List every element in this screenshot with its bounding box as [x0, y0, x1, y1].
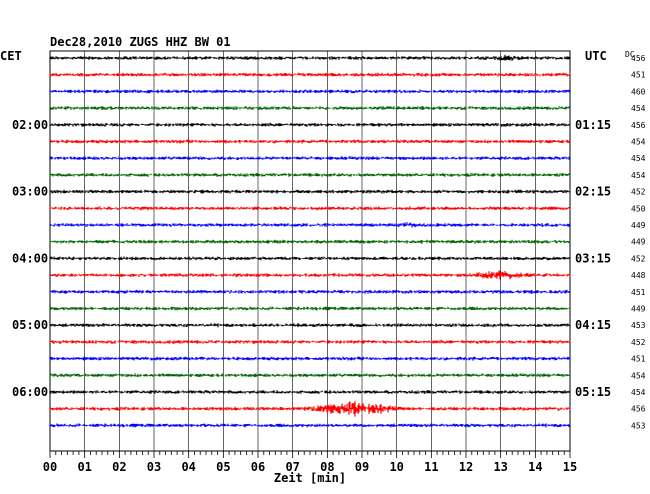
- x-axis: 00 01 02 03 04 05 06 07 08 09 10 11 12 13 14 15: [43, 450, 577, 474]
- dc-value: 449: [631, 305, 646, 314]
- trace-row: [49, 89, 571, 94]
- right-axis-label: UTC: [585, 49, 607, 63]
- dc-value: 452: [631, 188, 646, 197]
- trace-row: [49, 173, 571, 177]
- dc-value: 454: [631, 171, 646, 180]
- dc-value: 460: [631, 87, 646, 96]
- dc-value: 450: [631, 204, 646, 213]
- dc-value: 453: [631, 321, 646, 330]
- trace-row: [49, 106, 571, 111]
- trace-row: [49, 139, 571, 144]
- dc-value: 451: [631, 288, 646, 297]
- cet-hour-label: 03:00: [12, 185, 48, 199]
- trace-row: [49, 306, 571, 311]
- x-tick-label: 11: [424, 460, 438, 474]
- x-tick-label: 10: [389, 460, 403, 474]
- cet-hour-label: 02:00: [12, 118, 48, 132]
- trace-row: [49, 72, 571, 77]
- trace-row: [49, 390, 571, 394]
- traces: [49, 54, 571, 428]
- chart-title: Dec28,2010 ZUGS HHZ BW 01: [50, 35, 231, 49]
- x-tick-label: 12: [459, 460, 473, 474]
- x-tick-label: 04: [181, 460, 195, 474]
- utc-hour-label: 05:15: [575, 385, 611, 399]
- x-tick-label: 03: [147, 460, 161, 474]
- dc-value: 454: [631, 104, 646, 113]
- dc-value: 451: [631, 355, 646, 364]
- dc-value: 448: [631, 271, 646, 280]
- cet-hour-label: 05:00: [12, 318, 48, 332]
- dc-value: 454: [631, 154, 646, 163]
- x-tick-label: 02: [112, 460, 126, 474]
- grid: [49, 50, 571, 452]
- trace-row: [49, 189, 571, 194]
- dc-value: 452: [631, 254, 646, 263]
- x-axis-title: Zeit [min]: [274, 471, 346, 485]
- trace-row: [49, 289, 571, 294]
- dc-value: 453: [631, 421, 646, 430]
- trace-row: [49, 339, 571, 344]
- trace-row: [49, 222, 571, 228]
- dc-value: 451: [631, 71, 646, 80]
- utc-hour-label: 02:15: [575, 185, 611, 199]
- trace-row: [49, 54, 571, 61]
- x-tick-label: 15: [563, 460, 577, 474]
- trace-row: [49, 401, 571, 417]
- x-tick-label: 06: [251, 460, 265, 474]
- dc-value: 454: [631, 388, 646, 397]
- trace-row: [49, 256, 571, 261]
- trace-row: [49, 270, 571, 280]
- x-tick-label: 13: [493, 460, 507, 474]
- dc-value: 452: [631, 338, 646, 347]
- cet-hour-label: 04:00: [12, 251, 48, 265]
- dc-value: 454: [631, 138, 646, 147]
- x-tick-label: 05: [216, 460, 230, 474]
- dc-value: 449: [631, 238, 646, 247]
- left-axis-label: CET: [0, 49, 22, 63]
- x-tick-label: 00: [43, 460, 57, 474]
- dc-value: 449: [631, 221, 646, 230]
- trace-row: [49, 239, 571, 244]
- dc-label: DC: [625, 50, 635, 59]
- x-tick-label: 07: [285, 460, 299, 474]
- dc-value: 456: [631, 121, 646, 130]
- trace-row: [49, 423, 571, 428]
- dc-value: 456: [631, 405, 646, 414]
- cet-hour-label: 06:00: [12, 385, 48, 399]
- trace-row: [49, 356, 571, 361]
- row-labels: 02:00 01:15 03:00 02:15 04:00 03:15 05:00 04:15…: [12, 54, 646, 430]
- utc-hour-label: 01:15: [575, 118, 611, 132]
- trace-row: [49, 373, 571, 378]
- utc-hour-label: 03:15: [575, 251, 611, 265]
- trace-row: [49, 323, 571, 328]
- trace-row: [49, 206, 571, 211]
- x-tick-label: 01: [77, 460, 91, 474]
- trace-row: [49, 156, 571, 160]
- dc-value: 454: [631, 371, 646, 380]
- utc-hour-label: 04:15: [575, 318, 611, 332]
- trace-row: [49, 122, 571, 127]
- dc-value: 456: [631, 54, 646, 63]
- x-tick-label: 08: [320, 460, 334, 474]
- x-tick-label: 14: [528, 460, 542, 474]
- x-tick-label: 09: [355, 460, 369, 474]
